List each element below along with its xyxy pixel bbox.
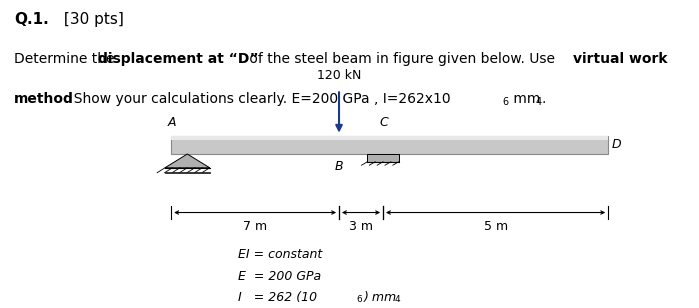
Bar <box>368 154 398 162</box>
Text: [30 pts]: [30 pts] <box>59 12 124 27</box>
Text: ) mm: ) mm <box>363 291 396 304</box>
Text: mm: mm <box>509 92 540 106</box>
Text: of the steel beam in figure given below. Use: of the steel beam in figure given below.… <box>245 52 559 66</box>
Text: 7 m: 7 m <box>243 220 267 233</box>
Text: 3 m: 3 m <box>349 220 373 233</box>
Text: 6: 6 <box>356 295 362 304</box>
Text: displacement at “D”: displacement at “D” <box>98 52 259 66</box>
Text: B: B <box>335 160 343 173</box>
Text: 4: 4 <box>394 295 400 304</box>
Text: Determine the: Determine the <box>14 52 119 66</box>
Text: EI = constant: EI = constant <box>238 248 322 261</box>
Text: C: C <box>380 116 389 129</box>
Bar <box>171 136 608 154</box>
Text: 5 m: 5 m <box>484 220 507 233</box>
Text: D: D <box>612 138 621 151</box>
Text: A: A <box>168 116 176 129</box>
Text: Q.1.: Q.1. <box>14 12 49 27</box>
Text: . Show your calculations clearly. E=200 GPa , I=262x10: . Show your calculations clearly. E=200 … <box>65 92 451 106</box>
Text: I   = 262 (10: I = 262 (10 <box>238 291 317 304</box>
Text: 6: 6 <box>502 97 508 107</box>
Polygon shape <box>165 154 210 168</box>
Text: method: method <box>14 92 74 106</box>
Text: E  = 200 GPa: E = 200 GPa <box>238 270 321 282</box>
Text: virtual work: virtual work <box>573 52 668 66</box>
Bar <box>165 172 210 173</box>
Text: 4: 4 <box>535 97 542 107</box>
Text: .: . <box>541 92 545 106</box>
Bar <box>171 136 608 140</box>
Text: 120 kN: 120 kN <box>317 69 361 82</box>
